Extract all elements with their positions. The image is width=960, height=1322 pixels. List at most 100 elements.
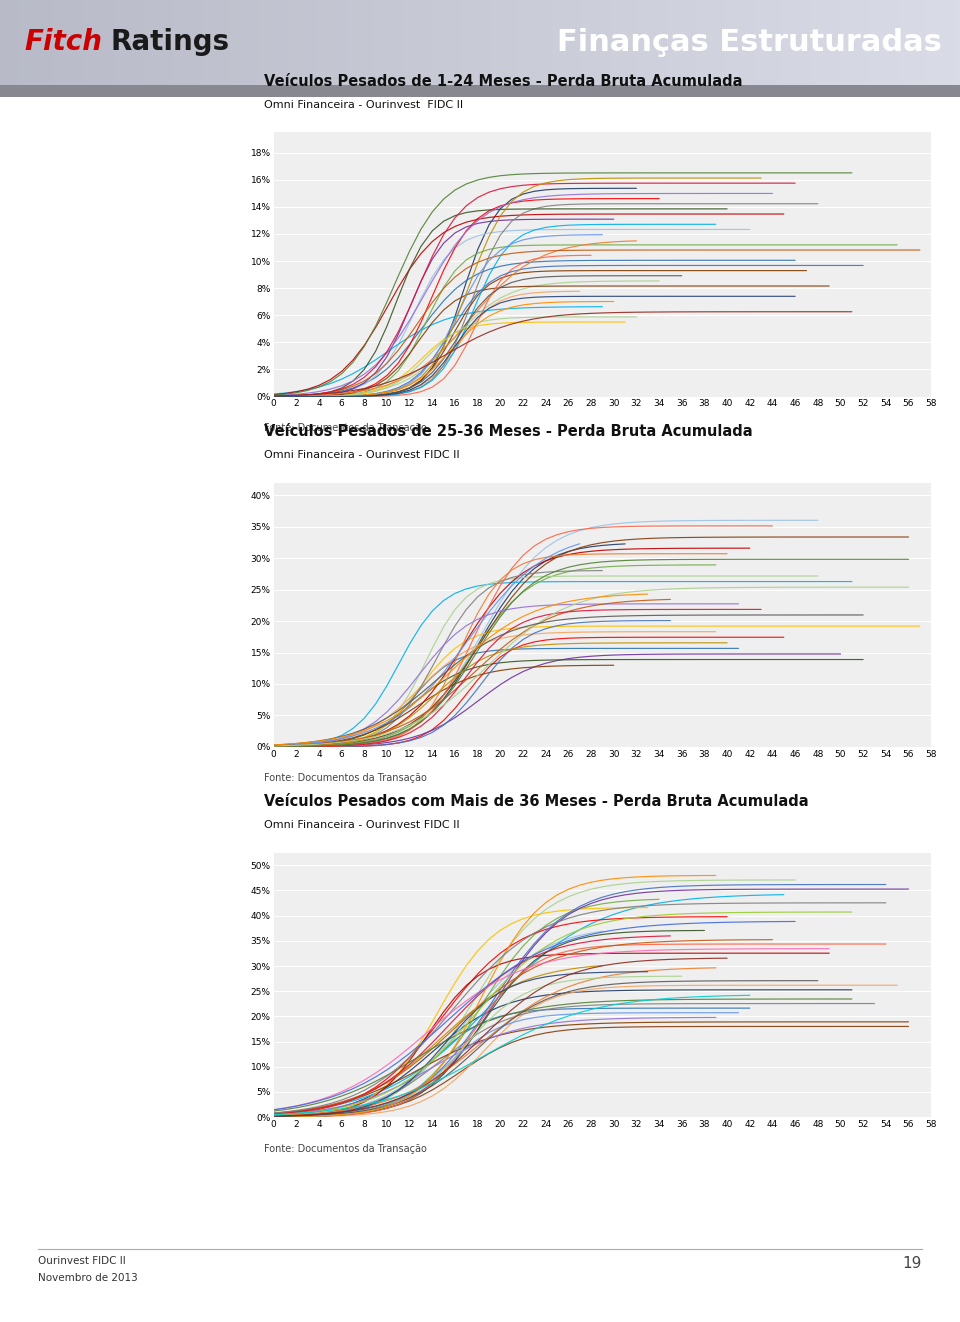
- Bar: [58, 0, 62, 97]
- Bar: [662, 0, 667, 97]
- Bar: [869, 0, 874, 97]
- Bar: [557, 0, 562, 97]
- Bar: [182, 0, 187, 97]
- Bar: [720, 0, 725, 97]
- Bar: [48, 0, 53, 97]
- Bar: [715, 0, 720, 97]
- Bar: [840, 0, 845, 97]
- Bar: [874, 0, 878, 97]
- Bar: [24, 0, 29, 97]
- Bar: [446, 0, 451, 97]
- Bar: [494, 0, 499, 97]
- Bar: [475, 0, 480, 97]
- Bar: [370, 0, 374, 97]
- Bar: [893, 0, 898, 97]
- Bar: [360, 0, 365, 97]
- Bar: [470, 0, 475, 97]
- Bar: [830, 0, 835, 97]
- Bar: [552, 0, 557, 97]
- Bar: [62, 0, 67, 97]
- Text: Veículos Pesados de 1-24 Meses - Perda Bruta Acumulada: Veículos Pesados de 1-24 Meses - Perda B…: [264, 74, 742, 89]
- Bar: [706, 0, 710, 97]
- Bar: [216, 0, 221, 97]
- Bar: [802, 0, 806, 97]
- Bar: [480, 0, 485, 97]
- Bar: [226, 0, 230, 97]
- Bar: [586, 0, 590, 97]
- Bar: [245, 0, 250, 97]
- Bar: [523, 0, 528, 97]
- Bar: [230, 0, 235, 97]
- Bar: [19, 0, 24, 97]
- Bar: [950, 0, 955, 97]
- Bar: [710, 0, 715, 97]
- Bar: [931, 0, 936, 97]
- Bar: [288, 0, 293, 97]
- Text: Veículos Pesados de 25-36 Meses - Perda Bruta Acumulada: Veículos Pesados de 25-36 Meses - Perda …: [264, 424, 753, 439]
- Bar: [571, 0, 576, 97]
- Bar: [235, 0, 240, 97]
- Bar: [638, 0, 643, 97]
- Bar: [643, 0, 648, 97]
- Bar: [264, 0, 269, 97]
- Bar: [763, 0, 768, 97]
- Bar: [312, 0, 317, 97]
- Bar: [154, 0, 158, 97]
- Bar: [648, 0, 653, 97]
- Bar: [806, 0, 811, 97]
- Bar: [821, 0, 826, 97]
- Bar: [91, 0, 96, 97]
- Bar: [202, 0, 206, 97]
- Bar: [43, 0, 48, 97]
- Bar: [955, 0, 960, 97]
- Bar: [509, 0, 514, 97]
- Bar: [845, 0, 850, 97]
- Bar: [835, 0, 840, 97]
- Bar: [106, 0, 110, 97]
- Bar: [125, 0, 130, 97]
- Text: Fonte: Documentos da Transação: Fonte: Documentos da Transação: [264, 1144, 427, 1154]
- Bar: [614, 0, 619, 97]
- Bar: [163, 0, 168, 97]
- Bar: [206, 0, 211, 97]
- Text: Fonte: Documentos da Transação: Fonte: Documentos da Transação: [264, 423, 427, 434]
- Bar: [456, 0, 461, 97]
- Bar: [365, 0, 370, 97]
- Bar: [912, 0, 917, 97]
- Bar: [499, 0, 504, 97]
- Bar: [730, 0, 734, 97]
- Text: Fitch: Fitch: [24, 29, 102, 57]
- Text: Ratings: Ratings: [110, 29, 229, 57]
- Bar: [658, 0, 662, 97]
- Bar: [53, 0, 58, 97]
- Bar: [403, 0, 408, 97]
- Bar: [624, 0, 629, 97]
- Text: Ourinvest FIDC II: Ourinvest FIDC II: [38, 1256, 126, 1266]
- Bar: [667, 0, 672, 97]
- Bar: [562, 0, 566, 97]
- Bar: [816, 0, 821, 97]
- Bar: [850, 0, 854, 97]
- Bar: [936, 0, 941, 97]
- Bar: [350, 0, 355, 97]
- Bar: [533, 0, 538, 97]
- Bar: [677, 0, 682, 97]
- Bar: [946, 0, 950, 97]
- Bar: [269, 0, 274, 97]
- Bar: [778, 0, 782, 97]
- Bar: [566, 0, 571, 97]
- Bar: [542, 0, 547, 97]
- Bar: [298, 0, 302, 97]
- Bar: [442, 0, 446, 97]
- Bar: [898, 0, 902, 97]
- Bar: [168, 0, 173, 97]
- Bar: [518, 0, 523, 97]
- Bar: [466, 0, 470, 97]
- Bar: [413, 0, 418, 97]
- Bar: [787, 0, 792, 97]
- Bar: [437, 0, 442, 97]
- Bar: [418, 0, 422, 97]
- Bar: [379, 0, 384, 97]
- Bar: [619, 0, 624, 97]
- Bar: [82, 0, 86, 97]
